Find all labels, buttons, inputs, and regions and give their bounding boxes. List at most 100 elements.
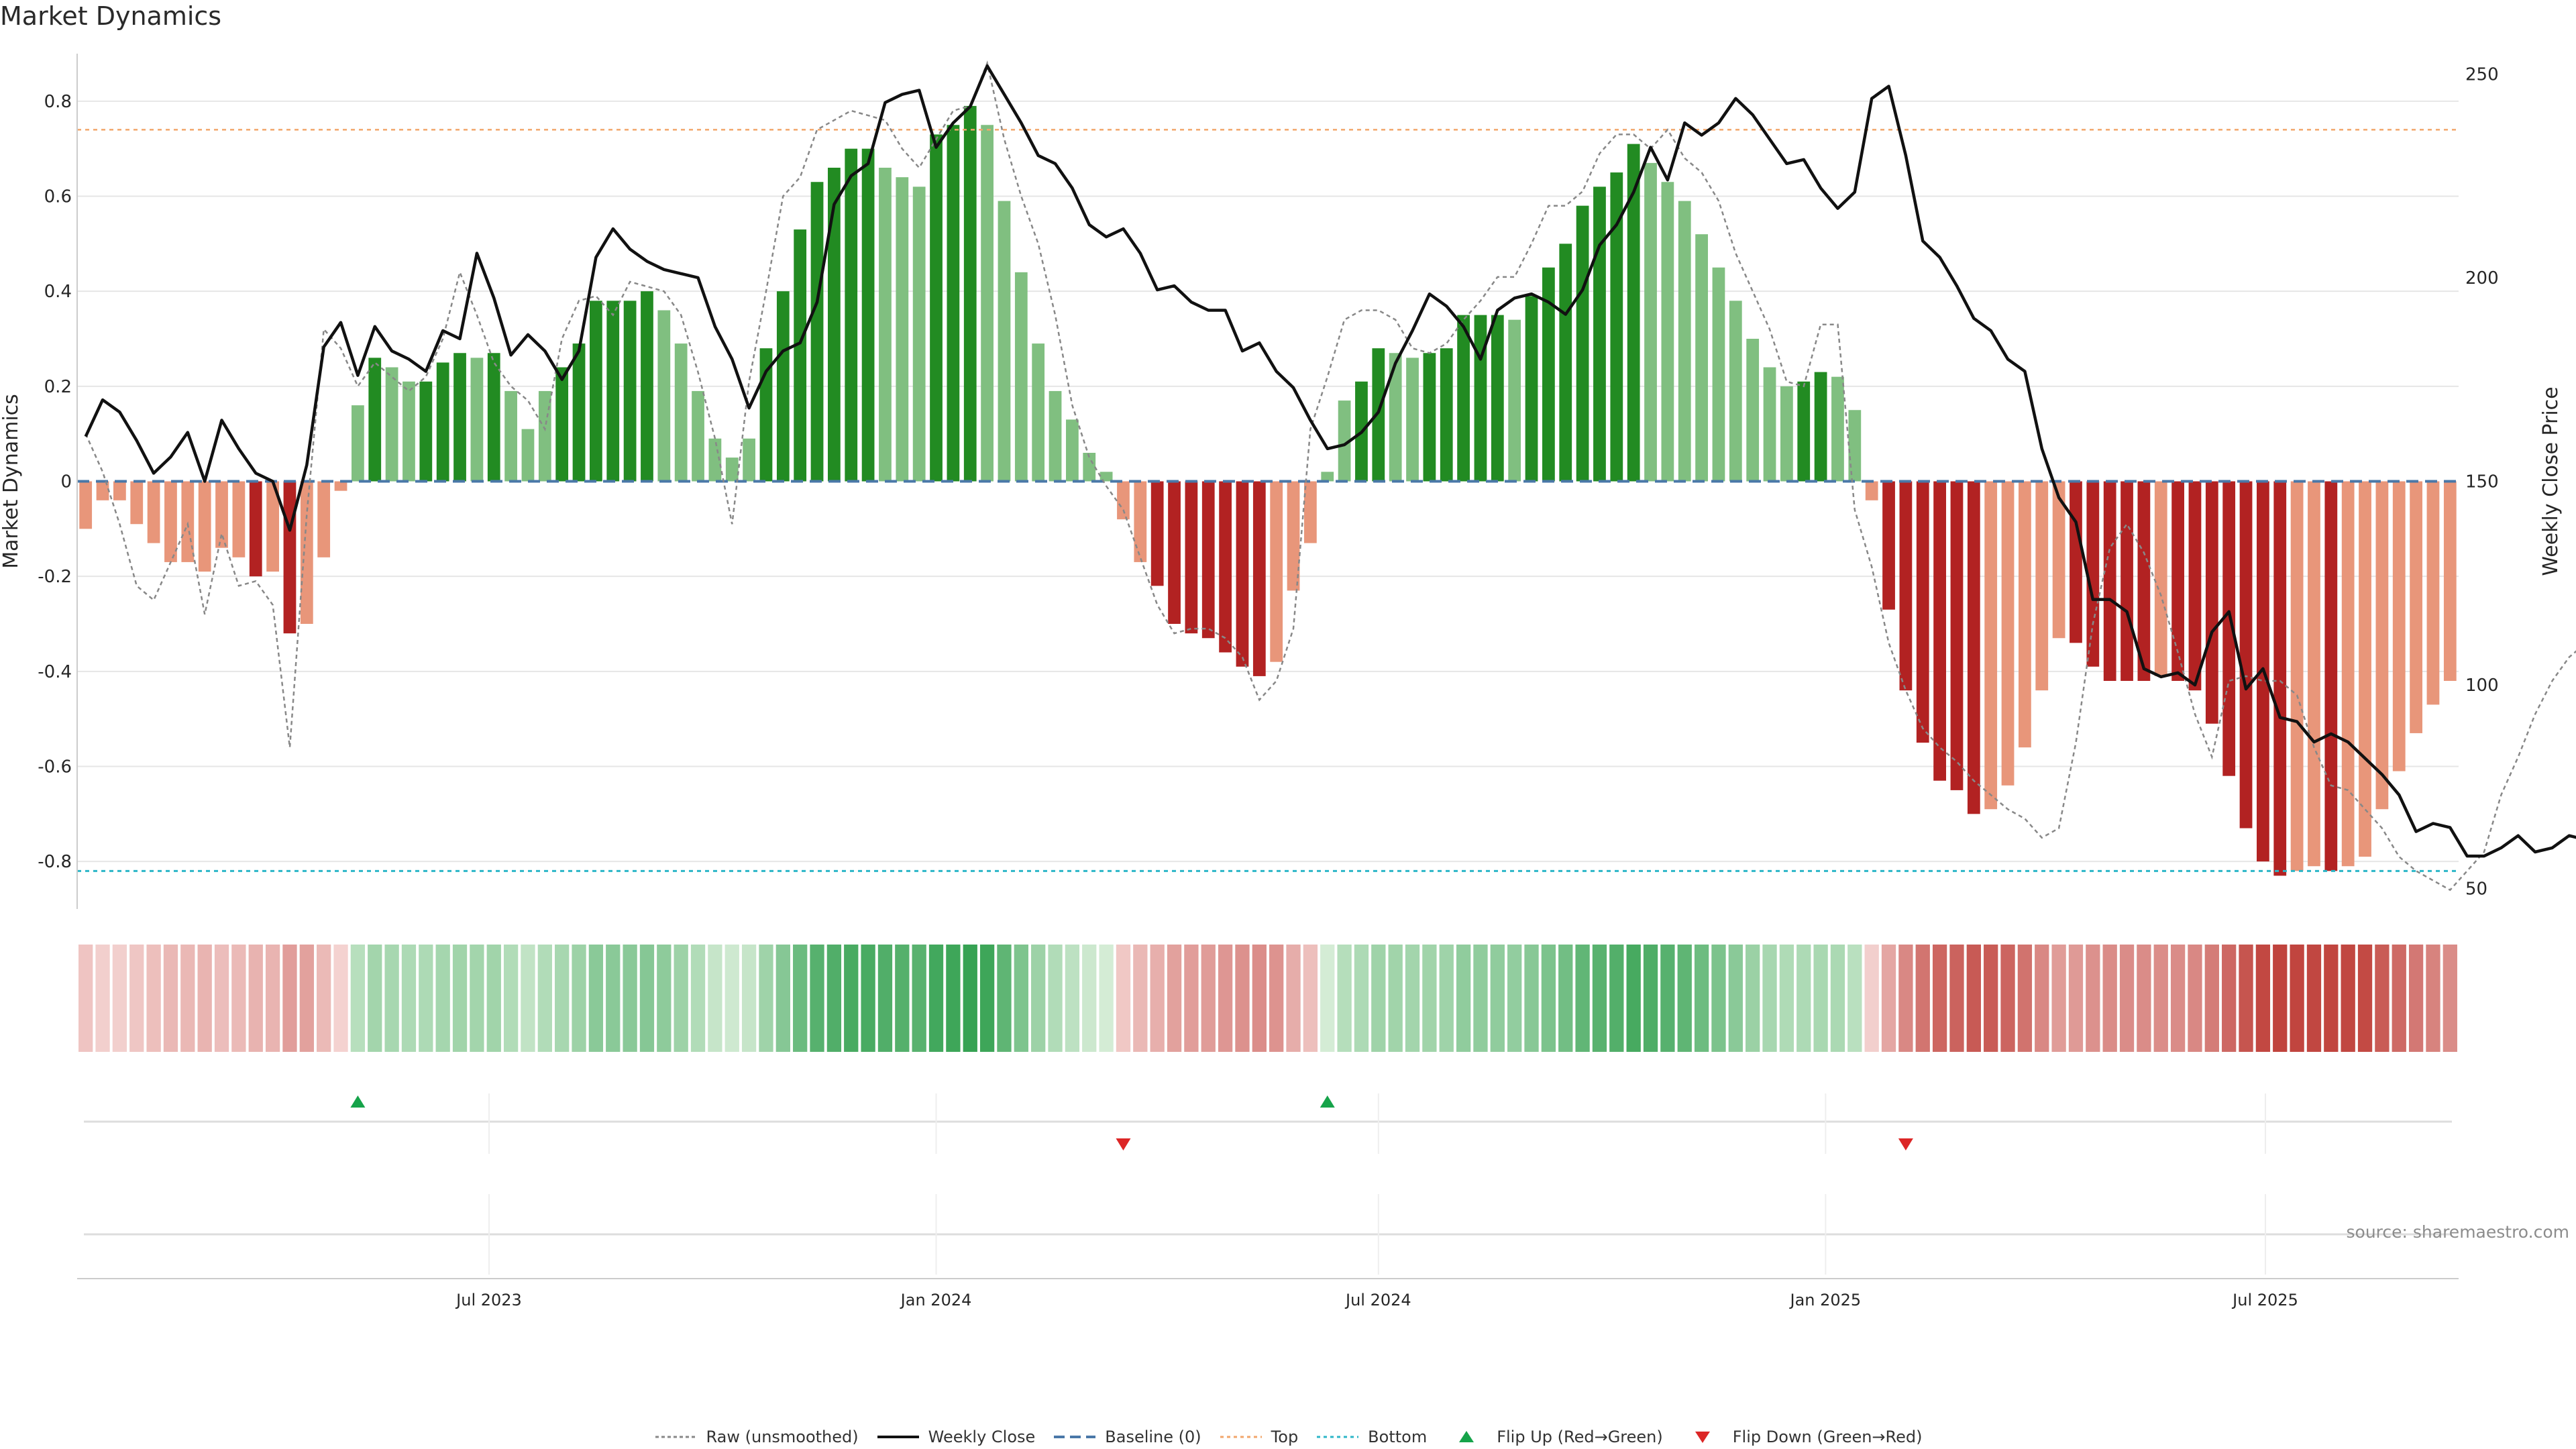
- dynamics-bar: [912, 186, 926, 482]
- dynamics-bar: [1916, 481, 1929, 743]
- heatmap-cell: [2341, 945, 2355, 1052]
- legend-label-flip_up: Flip Up (Red→Green): [1497, 1428, 1663, 1446]
- heatmap-cell: [1184, 945, 1199, 1052]
- left-tick-label: 0.8: [44, 92, 72, 112]
- heatmap-cell: [775, 945, 790, 1052]
- dynamics-bar: [1168, 481, 1181, 624]
- dynamics-bar: [896, 177, 909, 482]
- heatmap-cell: [674, 945, 688, 1052]
- heatmap-cell: [844, 945, 859, 1052]
- heatmap-cell: [2375, 945, 2390, 1052]
- heatmap-cell: [1915, 945, 1930, 1052]
- heatmap-cell: [1524, 945, 1539, 1052]
- heatmap-cell: [2051, 945, 2066, 1052]
- heatmap-cell: [2035, 945, 2049, 1052]
- heatmap-cell: [793, 945, 808, 1052]
- dynamics-bar: [504, 390, 517, 482]
- legend-label-bottom: Bottom: [1368, 1428, 1428, 1446]
- dynamics-bar: [1389, 353, 1402, 482]
- legend-item-baseline: Baseline (0): [1053, 1428, 1201, 1446]
- legend-label-close: Weekly Close: [928, 1428, 1036, 1446]
- dynamics-bar: [1576, 205, 1589, 482]
- dynamics-bar: [1201, 481, 1215, 639]
- dynamics-bar: [1661, 182, 1674, 482]
- legend-item-flip_up: Flip Up (Red→Green): [1444, 1428, 1663, 1446]
- dynamics-bar: [1984, 481, 1998, 810]
- x-tick-label: Jul 2024: [1344, 1291, 1411, 1309]
- heatmap-cell: [1592, 945, 1607, 1052]
- heatmap-cell: [1541, 945, 1556, 1052]
- heatmap-cell: [928, 945, 944, 1052]
- left-tick-label: -0.4: [38, 662, 72, 682]
- heatmap-cell: [282, 945, 297, 1052]
- heatmap-cell: [572, 945, 586, 1052]
- heatmap-cell: [1201, 945, 1216, 1052]
- dynamics-bar: [2154, 481, 2167, 676]
- dynamics-bar: [1695, 234, 1708, 482]
- legend-label-top: Top: [1271, 1428, 1299, 1446]
- heatmap-cell: [2137, 945, 2151, 1052]
- dynamics-bar: [2392, 481, 2406, 771]
- heatmap-cell: [1694, 945, 1709, 1052]
- dynamics-bar: [794, 229, 807, 482]
- dynamics-bar: [487, 353, 500, 482]
- x-tick-label: Jan 2024: [900, 1291, 972, 1309]
- heatmap-cell: [1473, 945, 1488, 1052]
- heatmap-cell: [129, 945, 144, 1052]
- dynamics-bar: [2019, 481, 2031, 748]
- dynamics-bar: [1627, 144, 1640, 482]
- dynamics-bar: [963, 105, 977, 482]
- heatmap-cell: [452, 945, 468, 1052]
- heatmap-cell: [1966, 945, 1981, 1052]
- dynamics-bar: [1763, 367, 1776, 482]
- heatmap-cell: [2273, 945, 2288, 1052]
- heatmap-cell: [2017, 945, 2033, 1052]
- legend: Raw (unsmoothed) Weekly Close Baseline (0)…: [0, 1428, 2576, 1446]
- heatmap-cell: [2255, 945, 2271, 1052]
- heatmap-cell: [895, 945, 910, 1052]
- dynamics-bar: [1270, 481, 1283, 662]
- dynamics-bar: [828, 168, 841, 482]
- heatmap-cell: [1354, 945, 1369, 1052]
- dynamics-bar: [385, 367, 398, 482]
- dynamics-bar: [2103, 481, 2116, 681]
- heatmap-cell: [317, 945, 331, 1052]
- dynamics-bar: [1117, 481, 1130, 520]
- heatmap-cell: [180, 945, 195, 1052]
- heatmap-cell: [2357, 945, 2373, 1052]
- heatmap-cell: [963, 945, 977, 1052]
- dynamics-bar: [1049, 390, 1062, 482]
- heatmap-cell: [1116, 945, 1131, 1052]
- heatmap-cell: [1746, 945, 1760, 1052]
- dynamics-bar: [1083, 453, 1096, 482]
- right-tick-label: 250: [2465, 64, 2499, 85]
- heatmap-cell: [1099, 945, 1114, 1052]
- heatmap-cell: [1490, 945, 1505, 1052]
- heatmap-cell: [657, 945, 672, 1052]
- dynamics-bar: [1304, 481, 1317, 543]
- legend-swatch-close: [877, 1436, 919, 1438]
- dynamics-bar: [2410, 481, 2422, 733]
- heatmap-cell: [1388, 945, 1403, 1052]
- dynamics-bar: [879, 168, 892, 482]
- dynamics-bar: [1185, 481, 1198, 634]
- dynamics-bar: [1899, 481, 1913, 691]
- raw-series-line: [85, 60, 2576, 892]
- dynamics-bar: [692, 390, 704, 482]
- heatmap-cell: [2426, 945, 2440, 1052]
- legend-label-flip_down: Flip Down (Green→Red): [1732, 1428, 1923, 1446]
- dynamics-bar: [1967, 481, 1980, 814]
- left-tick-label: -0.6: [38, 757, 72, 777]
- heatmap-cell: [1558, 945, 1573, 1052]
- dynamics-bar: [1457, 315, 1470, 482]
- dynamics-bar: [1508, 319, 1521, 482]
- heatmap-cell: [1949, 945, 1964, 1052]
- dynamics-bar: [590, 301, 602, 482]
- heatmap-cell: [588, 945, 604, 1052]
- dynamics-bar: [2205, 481, 2218, 724]
- heatmap-cell: [2239, 945, 2253, 1052]
- dynamics-bar: [2222, 481, 2236, 776]
- heatmap-cell: [1065, 945, 1080, 1052]
- heatmap-cell: [555, 945, 570, 1052]
- dynamics-bar: [623, 301, 637, 482]
